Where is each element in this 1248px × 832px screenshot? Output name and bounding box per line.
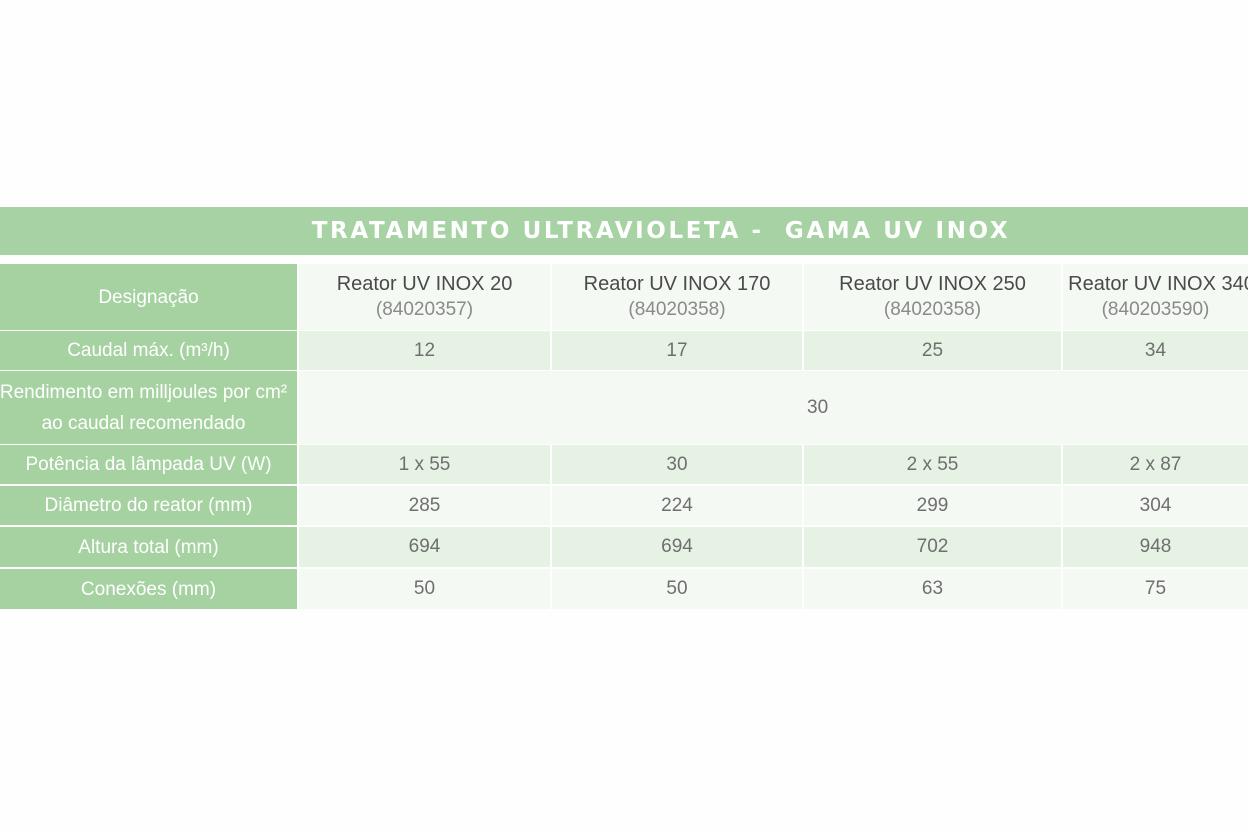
row-label: Altura total (mm) — [0, 527, 297, 567]
table-row: Potência da lâmpada UV (W) 1 x 55 30 2 x… — [0, 445, 1248, 484]
table-cell: 50 — [552, 569, 802, 609]
table-cell: 304 — [1063, 486, 1248, 525]
model-header-2: Reator UV INOX 170 (84020358) — [552, 264, 802, 330]
model-code: (840203590) — [1101, 299, 1210, 320]
table-cell: 75 — [1063, 569, 1248, 609]
table-cell: 702 — [804, 527, 1061, 567]
row-label-text: Rendimento em milljoules por cm² ao caud… — [0, 381, 288, 434]
table-row: Diâmetro do reator (mm) 285 224 299 304 — [0, 486, 1248, 525]
table-row: Caudal máx. (m³/h) 12 17 25 34 — [0, 331, 1248, 370]
table-cell: 50 — [299, 569, 550, 609]
row-label: Diâmetro do reator (mm) — [0, 486, 297, 525]
header-row: Designação Reator UV INOX 20 (84020357) … — [0, 264, 1248, 330]
model-name: Reator UV INOX 340 — [1068, 273, 1248, 295]
table-cell: 34 — [1063, 331, 1248, 370]
table-row: Conexões (mm) 50 50 63 75 — [0, 569, 1248, 609]
table-cell-merged: 30 — [299, 371, 1248, 444]
model-name: Reator UV INOX 20 — [336, 273, 513, 295]
table-title: TRATAMENTO ULTRAVIOLETA - GAMA UV INOX — [311, 218, 1011, 244]
table-row: Rendimento em milljoules por cm² ao caud… — [0, 371, 1248, 444]
model-header-1: Reator UV INOX 20 (84020357) — [299, 264, 550, 330]
model-header-4: Reator UV INOX 340 (840203590) — [1063, 264, 1248, 330]
row-label: Caudal máx. (m³/h) — [0, 331, 297, 370]
table-cell: 12 — [299, 331, 550, 370]
model-header-3: Reator UV INOX 250 (84020358) — [804, 264, 1061, 330]
row-label: Potência da lâmpada UV (W) — [0, 445, 297, 484]
table-cell: 948 — [1063, 527, 1248, 567]
table-cell: 17 — [552, 331, 802, 370]
table-cell: 63 — [804, 569, 1061, 609]
table-cell: 2 x 87 — [1063, 445, 1248, 484]
model-code: (84020358) — [883, 299, 982, 320]
table-cell: 299 — [804, 486, 1061, 525]
model-code: (84020357) — [375, 299, 474, 320]
table-cell: 694 — [299, 527, 550, 567]
title-bar: TRATAMENTO ULTRAVIOLETA - GAMA UV INOX — [0, 207, 1248, 255]
model-name: Reator UV INOX 250 — [839, 273, 1026, 295]
table-cell: 1 x 55 — [299, 445, 550, 484]
table-row: Altura total (mm) 694 694 702 948 — [0, 527, 1248, 567]
header-label: Designação — [0, 264, 297, 330]
table-cell: 224 — [552, 486, 802, 525]
table-cell: 285 — [299, 486, 550, 525]
table-cell: 30 — [552, 445, 802, 484]
row-label: Rendimento em milljoules por cm² ao caud… — [0, 371, 297, 444]
model-code: (84020358) — [628, 299, 726, 320]
row-label: Conexões (mm) — [0, 569, 297, 609]
model-name: Reator UV INOX 170 — [583, 273, 771, 295]
table-cell: 2 x 55 — [804, 445, 1061, 484]
table-cell: 25 — [804, 331, 1061, 370]
table-cell: 694 — [552, 527, 802, 567]
